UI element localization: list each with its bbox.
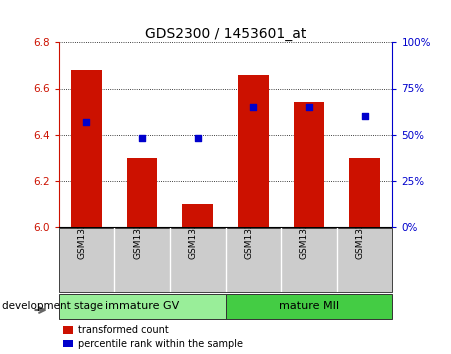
Text: development stage: development stage (2, 301, 103, 311)
Point (194, 135, 201, 141)
Text: GSM132592: GSM132592 (78, 204, 87, 259)
Text: GSM132661: GSM132661 (355, 204, 364, 259)
Text: GSM132660: GSM132660 (300, 204, 309, 259)
Bar (238, 75, 269, 227)
Bar (226, 294, 392, 319)
Text: GSM132657: GSM132657 (133, 204, 142, 259)
Bar (59, 294, 226, 319)
Legend: transformed count, percentile rank within the sample: transformed count, percentile rank withi… (64, 325, 243, 349)
Point (83, 119, 90, 125)
Bar (294, 102, 324, 227)
Bar (349, 158, 380, 227)
Text: mature MII: mature MII (279, 301, 339, 311)
Bar (182, 204, 213, 227)
Point (138, 135, 146, 141)
Text: GSM132659: GSM132659 (244, 204, 253, 259)
Title: GDS2300 / 1453601_at: GDS2300 / 1453601_at (145, 28, 306, 41)
Text: GSM132658: GSM132658 (189, 204, 198, 259)
Point (361, 113, 368, 119)
Bar (127, 158, 157, 227)
Point (250, 104, 257, 110)
Bar (71, 70, 102, 227)
Text: immature GV: immature GV (105, 301, 179, 311)
Point (305, 104, 313, 110)
